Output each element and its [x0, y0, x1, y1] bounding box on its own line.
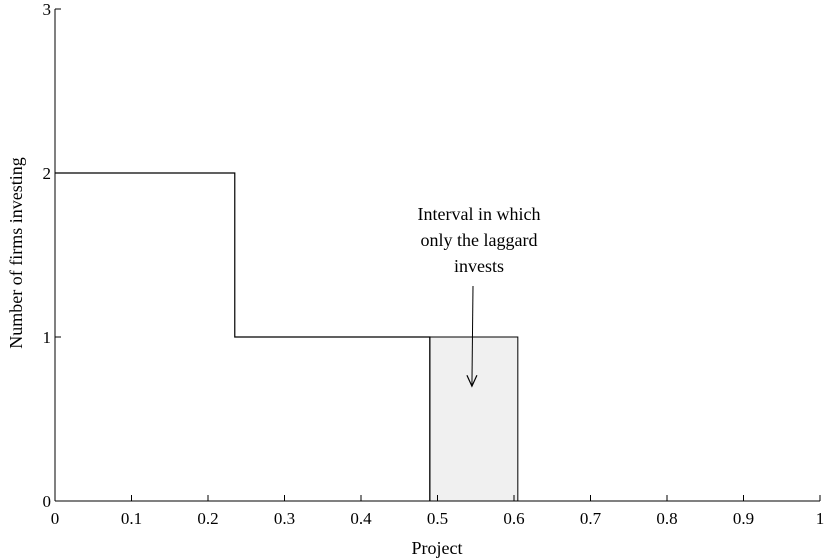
- x-tick-label: 0.8: [656, 509, 677, 528]
- x-tick-label: 0.4: [350, 509, 372, 528]
- annotation-arrow-head: [466, 374, 478, 388]
- annotation-arrow-shaft: [471, 285, 474, 387]
- x-tick-label: 0.1: [121, 509, 142, 528]
- annotation-line-2: only the laggard: [421, 230, 538, 250]
- y-axis-label: Number of firms investing: [6, 157, 26, 348]
- x-tick-label: 1: [816, 509, 824, 528]
- shaded-interval: [429, 336, 519, 502]
- x-tick-label: 0.9: [733, 509, 754, 528]
- x-tick-label: 0.5: [427, 509, 448, 528]
- x-tick-label: 0.2: [197, 509, 218, 528]
- y-tick-label: 1: [43, 328, 52, 347]
- annotation: Interval in which only the laggard inves…: [418, 204, 541, 388]
- x-tick-label: 0.3: [274, 509, 295, 528]
- step-series-line: [55, 172, 431, 501]
- y-tick-label: 0: [43, 492, 52, 511]
- annotation-line-1: Interval in which: [418, 204, 541, 224]
- y-tick-label: 2: [43, 164, 52, 183]
- annotation-line-3: invests: [454, 256, 504, 276]
- x-axis-label: Project: [412, 538, 463, 558]
- x-ticks: 0 0.1 0.2 0.3 0.4 0.5 0.6 0.7 0.8 0.9 1: [51, 495, 824, 528]
- x-tick-label: 0.7: [580, 509, 602, 528]
- y-tick-label: 3: [43, 0, 52, 19]
- x-tick-label: 0: [51, 509, 60, 528]
- x-tick-label: 0.6: [503, 509, 524, 528]
- y-ticks: 0 1 2 3: [43, 0, 61, 511]
